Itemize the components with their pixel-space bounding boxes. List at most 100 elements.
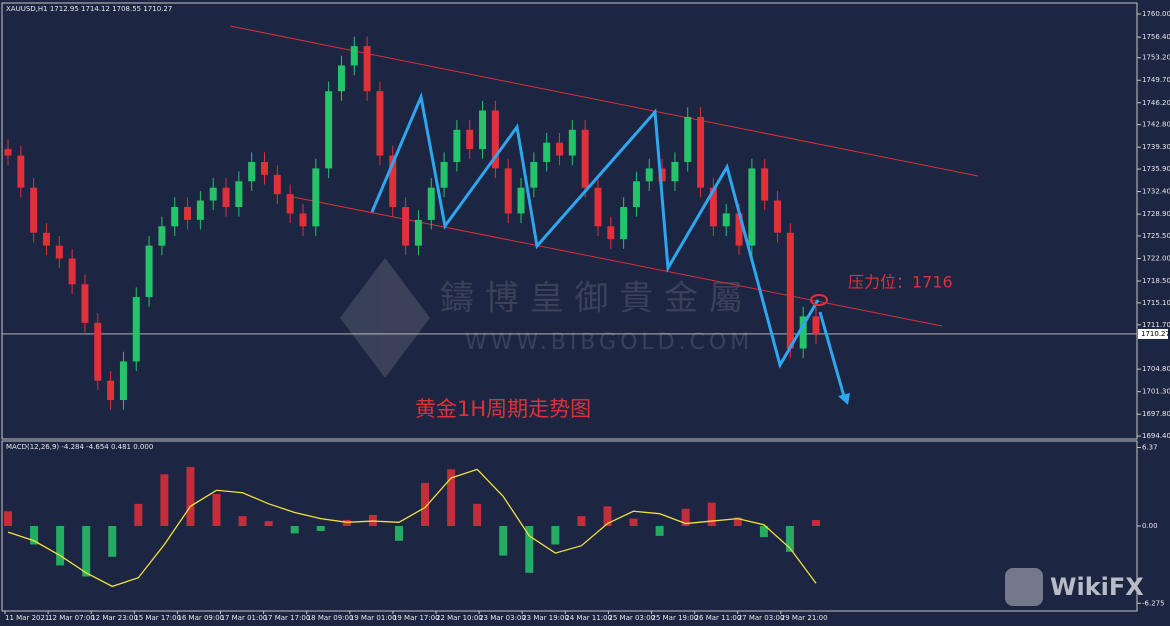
- candle-body: [504, 168, 512, 214]
- candle-body: [184, 207, 192, 220]
- x-tick-label: 25 Mar 03:00: [608, 614, 655, 622]
- candle-body: [389, 155, 397, 208]
- candle-body: [671, 161, 679, 182]
- candle-body: [145, 245, 153, 298]
- macd-y-tick-label: 6.37: [1142, 444, 1158, 452]
- candle-body: [30, 187, 38, 233]
- y-tick-label: 1756.40: [1142, 33, 1170, 41]
- y-tick-label: 1760.00: [1142, 10, 1170, 18]
- candle-body: [453, 129, 461, 162]
- x-tick-label: 11 Mar 2021: [5, 614, 49, 622]
- candle-body: [427, 187, 435, 220]
- current-price-label: 1710.27: [1141, 330, 1170, 338]
- candle-body: [786, 232, 794, 349]
- y-tick-label: 1711.70: [1142, 321, 1170, 329]
- candle-body: [799, 316, 807, 349]
- watermark-logo: [340, 258, 430, 378]
- channel-lower: [287, 195, 943, 327]
- macd-y-tick-label: 0.00: [1142, 522, 1158, 530]
- logo-text: WikiFX: [1050, 573, 1144, 601]
- macd-bar: [4, 511, 12, 526]
- candle-body: [517, 187, 525, 214]
- candle-body: [261, 161, 269, 175]
- candle-body: [620, 207, 628, 240]
- candle-body: [555, 142, 563, 156]
- macd-bar: [473, 503, 482, 526]
- y-tick-label: 1694.40: [1142, 432, 1170, 440]
- x-tick-label: 17 Mar 01:00: [221, 614, 268, 622]
- macd-bar: [629, 518, 638, 526]
- y-tick-label: 1742.80: [1142, 121, 1170, 129]
- candle-body: [81, 284, 89, 323]
- zigzag: [370, 91, 850, 405]
- candle-body: [312, 168, 320, 227]
- candle-body: [158, 226, 166, 246]
- candle-body: [273, 174, 281, 195]
- y-tick-label: 1753.20: [1142, 54, 1170, 62]
- candle-body: [709, 187, 717, 227]
- candle-body: [748, 168, 756, 246]
- candle-body: [645, 168, 653, 182]
- macd-bar: [707, 502, 716, 526]
- y-tick-label: 1732.40: [1142, 188, 1170, 196]
- x-tick-label: 15 Mar 17:00: [134, 614, 181, 622]
- macd-bar: [785, 526, 794, 552]
- y-tick-label: 1704.80: [1142, 365, 1170, 373]
- candle-body: [248, 161, 256, 182]
- price-panel: [1, 2, 1138, 440]
- logo-icon: [1005, 568, 1043, 606]
- x-tick-label: 23 Mar 19:00: [522, 614, 569, 622]
- candle-body: [94, 322, 102, 381]
- macd-bar: [577, 516, 586, 526]
- candle-body: [594, 187, 602, 227]
- candle-body: [530, 161, 538, 188]
- candle-body: [697, 116, 705, 188]
- arrow-head: [838, 393, 850, 405]
- x-tick-label: 22 Mar 10:00: [436, 614, 483, 622]
- macd-title: MACD(12,26,9) -4.284 -4.654 0.481 0.000: [6, 443, 153, 451]
- candle-body: [658, 168, 666, 182]
- candle-body: [479, 110, 487, 150]
- zigzag-path: [370, 91, 820, 369]
- y-tick-label: 1746.20: [1142, 99, 1170, 107]
- macd-bar: [551, 526, 560, 545]
- y-tick-label: 1725.50: [1142, 232, 1170, 240]
- macd-bar: [264, 521, 273, 526]
- candle-body: [761, 168, 769, 201]
- candle-body: [491, 110, 499, 169]
- candle-body: [684, 116, 692, 162]
- candle-body: [119, 361, 127, 401]
- macd-bar: [759, 526, 768, 538]
- x-tick-label: 27 Mar 03:00: [738, 614, 785, 622]
- candle-body: [68, 258, 76, 285]
- logo-badge: WikiFX: [1005, 568, 1144, 606]
- x-tick-label: 16 Mar 09:00: [177, 614, 224, 622]
- y-tick-label: 1728.90: [1142, 210, 1170, 218]
- macd-bar: [394, 526, 403, 541]
- candle-body: [196, 200, 204, 220]
- macd-signal: [7, 468, 817, 588]
- x-tick-label: 19 Mar 01:00: [350, 614, 397, 622]
- macd-bar: [603, 506, 612, 526]
- macd-bar: [681, 508, 690, 526]
- y-tick-label: 1749.70: [1142, 76, 1170, 84]
- candle-body: [337, 65, 345, 92]
- x-tick-label: 12 Mar 07:00: [48, 614, 95, 622]
- candle-body: [722, 213, 730, 227]
- x-tick-label: 26 Mar 11:00: [695, 614, 742, 622]
- macd-bar: [30, 526, 39, 545]
- candle-body: [209, 187, 217, 201]
- macd-bar: [160, 474, 169, 526]
- candle-body: [774, 200, 782, 233]
- candle-body: [812, 316, 820, 334]
- macd-bar: [290, 526, 299, 534]
- macd-bar: [134, 503, 143, 526]
- candle-body: [363, 46, 371, 92]
- y-tick-label: 1701.30: [1142, 388, 1170, 396]
- macd-bar: [812, 520, 820, 526]
- x-tick-label: 29 Mar 21:00: [781, 614, 828, 622]
- chart-title: XAUUSD,H1 1712.95 1714.12 1708.55 1710.2…: [6, 5, 172, 13]
- candle-body: [17, 155, 25, 188]
- candle-body: [42, 232, 50, 246]
